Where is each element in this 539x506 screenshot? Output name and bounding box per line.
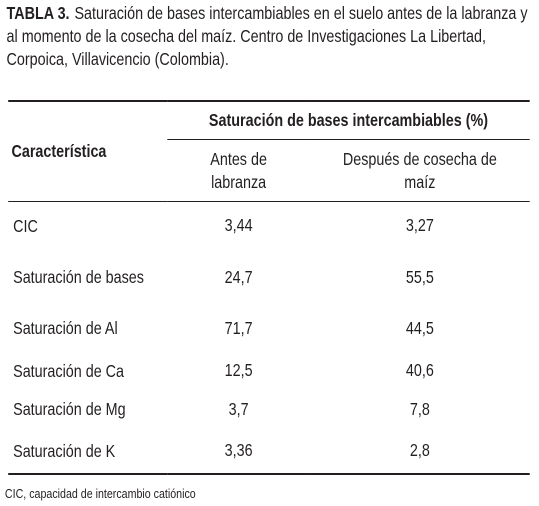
table-row: Saturación de Ca 12,5 40,6 [8,352,530,390]
row-label: Saturación de Al [13,318,118,338]
value-after: 7,8 [409,398,430,419]
row-label: Saturación de bases [13,267,144,287]
column-header-text: Después de cosecha de maíz [342,148,497,192]
value-before: 12,5 [224,360,253,380]
table-body: CIC 3,44 3,27 Saturación de bases 24,7 55,5 Sa… [8,202,530,474]
caption: TABLA 3. Saturación de bases intercambiab… [7,2,536,71]
caption-text: Saturación de bases intercambiables en e… [6,3,528,69]
value-after: 40,6 [405,360,434,380]
value-after: 55,5 [405,266,434,287]
value-before: 71,7 [224,317,253,338]
value-after: 3,27 [405,215,434,236]
row-label: Saturación de Mg [13,399,126,419]
column-header-text: Antes de labranza [210,148,267,192]
value-before: 3,7 [228,398,249,419]
value-before: 24,7 [224,266,253,287]
table-row: Saturación de K 3,36 2,8 [8,429,530,474]
column-header: Antes de labranza [167,139,310,202]
group-header: Saturación de bases intercambiables (%) [167,101,530,140]
row-label: Saturación de K [13,440,116,461]
value-after: 44,5 [405,317,434,338]
column-header: Después de cosecha de maíz [309,139,530,202]
table-row: Saturación de Mg 3,7 7,8 [8,390,530,429]
subheader-row: Antes de labranza Después de cosecha de … [8,139,530,202]
table-row: Saturación de Al 71,7 44,5 [8,305,530,352]
value-before: 3,44 [224,215,253,236]
table-row: Saturación de bases 24,7 55,5 [8,250,530,305]
row-label: CIC [13,215,38,236]
table-row: CIC 3,44 3,27 [8,202,530,250]
row-label: Saturación de Ca [13,360,125,381]
value-after: 2,8 [409,440,430,460]
value-before: 3,36 [224,440,253,460]
header-row: Característica Saturación de bases inter… [8,101,530,202]
caption-label: TABLA 3. [6,3,70,23]
footnote: CIC, capacidad de intercambio catiónico [4,486,196,501]
row-header: Característica [8,101,168,202]
table: Característica Saturación de bases inter… [8,100,530,475]
